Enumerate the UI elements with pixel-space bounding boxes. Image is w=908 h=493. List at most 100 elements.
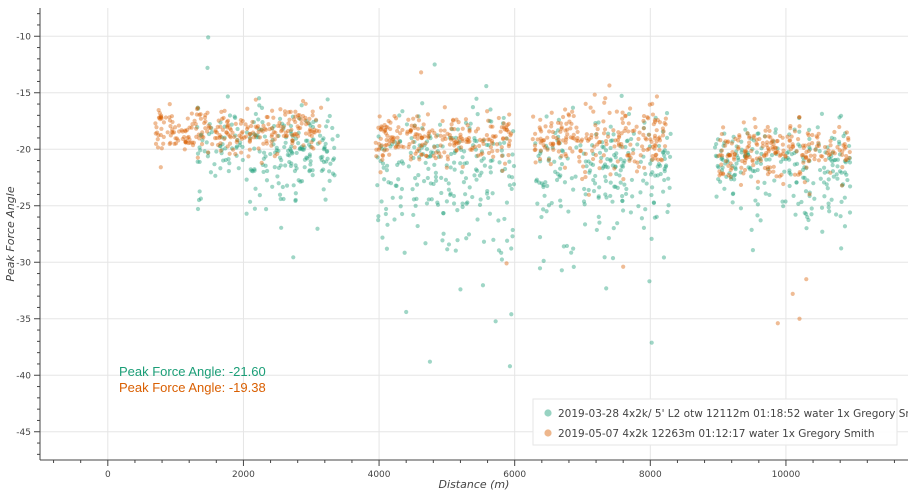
data-point [604,195,609,200]
data-point [419,135,425,140]
data-point [588,161,593,166]
data-point [206,125,212,130]
data-point [229,122,234,127]
data-point [504,127,510,132]
data-point [583,159,588,164]
data-point [485,188,490,194]
data-point [762,180,767,186]
data-point [412,125,417,130]
data-point [424,139,430,144]
data-point [481,239,487,244]
data-point [481,138,486,143]
data-point [774,149,779,155]
data-point [437,151,442,156]
data-point [846,137,851,142]
data-point [480,138,485,144]
data-point [432,144,437,149]
data-point [415,126,421,131]
legend-marker-series-2[interactable] [544,429,552,437]
data-point [452,126,457,132]
data-point [655,157,661,162]
legend-label-series-1[interactable]: 2019-03-28 4x2k/ 5' L2 otw 12112m 01:18:… [558,408,908,420]
data-point [475,168,480,173]
data-point [843,144,848,150]
data-point [571,113,576,119]
data-point [545,183,550,189]
data-point [779,172,784,178]
data-point [546,158,551,163]
data-point [606,236,611,241]
y-axis-title: Peak Force Angle [4,186,17,281]
data-point [788,147,794,152]
data-point [556,140,561,145]
data-point [549,124,554,129]
x-tick-label: 2000 [232,470,255,480]
data-point [393,116,399,121]
data-point [719,156,724,162]
data-point [639,216,644,221]
data-point [807,192,812,197]
data-point [594,135,599,140]
data-point [438,133,443,138]
data-point [382,123,387,128]
data-point [233,151,238,157]
data-point [190,140,195,145]
data-point [246,154,251,159]
data-point [643,207,648,212]
data-point [492,134,497,140]
data-point [232,114,237,119]
data-point [422,134,427,139]
data-point [539,214,544,220]
data-point [335,133,340,138]
data-point [375,183,380,188]
data-point [454,117,459,122]
data-point [749,148,754,154]
data-point [269,126,275,131]
data-point [324,149,329,154]
data-point [598,159,603,164]
data-point [750,146,755,152]
data-point [794,149,799,154]
legend-marker-series-1[interactable] [544,409,552,417]
data-point [213,173,218,178]
data-point [736,146,741,151]
data-point [790,291,795,296]
data-point [647,132,652,137]
data-point [460,136,465,142]
data-point [822,170,827,175]
data-point [219,150,224,156]
data-point [837,169,843,174]
data-point [460,126,465,131]
data-point [304,155,309,160]
data-point [299,103,304,108]
data-point [182,147,187,152]
data-point [382,177,387,182]
data-point [794,149,799,154]
data-point [384,124,389,130]
data-point [411,197,417,202]
data-point [650,101,655,106]
data-point [642,165,647,170]
data-point [477,173,482,178]
data-point [435,143,440,149]
data-point [561,244,566,249]
data-point [538,117,543,122]
data-point [421,122,426,127]
data-point [290,151,295,156]
data-point [781,157,786,162]
data-point [722,131,727,136]
legend-label-series-2[interactable]: 2019-05-07 4x2k 12263m 01:12:17 water 1x… [558,428,875,440]
data-point [274,148,279,153]
data-point [190,121,195,127]
data-point [720,157,726,163]
data-point [789,134,794,139]
data-point [277,116,283,121]
data-point [489,140,495,146]
x-axis-title: Distance (m) [439,478,510,491]
data-point [288,123,294,129]
data-point [734,153,739,158]
data-point [255,133,260,138]
data-point [195,159,200,164]
data-point [731,155,737,160]
data-point [273,150,278,155]
